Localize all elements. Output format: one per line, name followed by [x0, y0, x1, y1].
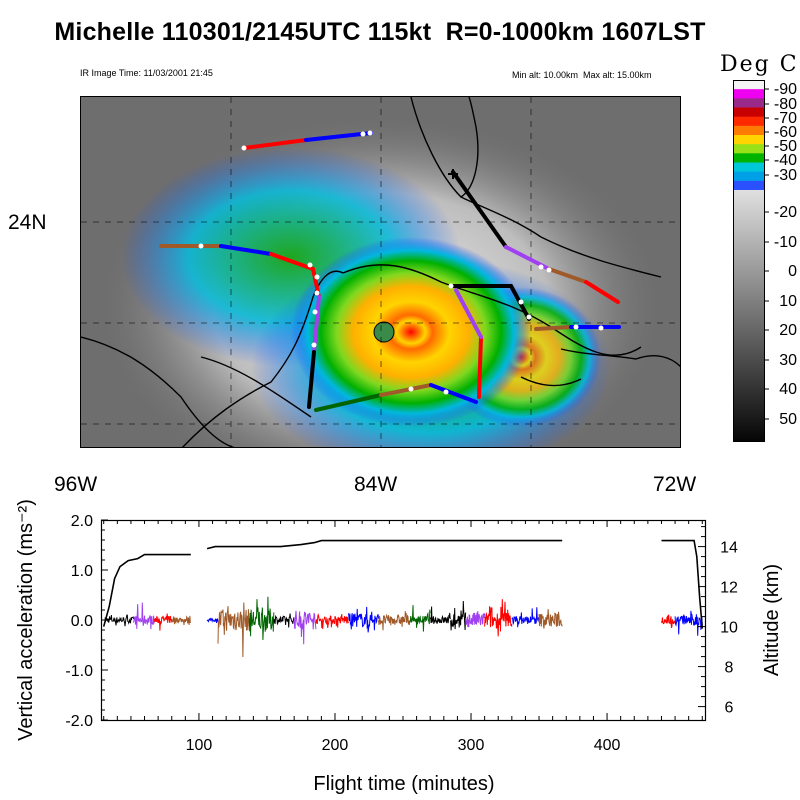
- colorbar-title: Deg C: [720, 52, 799, 77]
- x-axis-label: Flight time (minutes): [313, 773, 494, 795]
- acceleration-trace: [153, 613, 173, 631]
- y2-tick-label: 14: [720, 540, 738, 557]
- colorbar-label: -50: [774, 138, 797, 155]
- colorbar-swatch: [733, 135, 765, 145]
- chart-title: Michelle 110301/2145UTC 115kt R=0-1000km…: [54, 18, 706, 46]
- colorbar-label: -90: [774, 81, 797, 98]
- acceleration-trace: [661, 614, 676, 628]
- colorbar-swatch: [733, 80, 765, 90]
- track-start-marker: [448, 169, 458, 179]
- acceleration-trace: [104, 614, 135, 627]
- colorbar-label: 20: [779, 322, 797, 339]
- acceleration-trace: [133, 602, 155, 630]
- colorbar-label: 0: [788, 263, 797, 280]
- colorbar-label: -20: [774, 204, 797, 221]
- acceleration-trace: [378, 611, 411, 631]
- acceleration-trace: [690, 613, 703, 636]
- y-tick-label: -2.0: [65, 713, 93, 730]
- acceleration-trace: [348, 606, 379, 633]
- y2-tick-label: 10: [720, 620, 738, 637]
- altitude-line: [206, 539, 563, 550]
- colorbar-swatch: [733, 98, 765, 108]
- colorbar-label: -10: [774, 234, 797, 251]
- acceleration-trace: [273, 613, 295, 628]
- acceleration-trace: [293, 610, 317, 645]
- altitude-range: Min alt: 10.00km Max alt: 15.00km: [512, 70, 652, 80]
- colorbar-swatch: [733, 171, 765, 182]
- coastlines: [81, 97, 680, 447]
- grid-lines: [81, 97, 680, 447]
- colorbar-swatch: [733, 125, 765, 136]
- acceleration-trace: [217, 602, 250, 658]
- colorbar-swatch: [733, 180, 765, 191]
- x-tick-label: 400: [594, 737, 621, 754]
- temperature-colorbar: -90-80-70-60-50-40-30 -20 -10 0 10 20 30 40 50: [733, 80, 797, 442]
- acceleration-trace: [674, 610, 692, 635]
- lon-label-84w: 84W: [354, 473, 398, 496]
- y-tick-label: 1.0: [71, 563, 93, 580]
- y2-tick-label: 12: [720, 580, 738, 597]
- acceleration-trace: [248, 596, 275, 641]
- acceleration-trace: [511, 607, 540, 628]
- acceleration-altitude-chart: 100 200 300 400 2.0 1.0 0.0 -1.0 -2.0 6 8 10 12 14 Fl…: [15, 500, 783, 795]
- colorbar-swatch: [733, 107, 765, 118]
- colorbar-swatch: [733, 153, 765, 163]
- flight-track: [159, 131, 621, 412]
- y-axis-label: Vertical acceleration (ms⁻²): [15, 500, 37, 741]
- acceleration-trace: [465, 611, 486, 628]
- lon-label-96w: 96W: [54, 473, 98, 496]
- colorbar-label: 10: [779, 293, 797, 310]
- altitude-line: [661, 539, 704, 629]
- colorbar-swatch: [733, 116, 765, 127]
- flight-track-markers: [198, 130, 604, 395]
- acceleration-trace: [171, 615, 191, 625]
- ir-satellite-image: [81, 97, 680, 447]
- acceleration-trace: [409, 605, 431, 632]
- colorbar-label: -60: [774, 124, 797, 141]
- colorbar-label: -30: [774, 167, 797, 184]
- altitude-line: [102, 553, 191, 627]
- colorbar-label: -80: [774, 96, 797, 113]
- acceleration-trace: [315, 613, 349, 629]
- satellite-map: [80, 96, 681, 448]
- acceleration-trace: [206, 617, 219, 624]
- colorbar-label: 50: [779, 411, 797, 428]
- colorbar-label: 30: [779, 352, 797, 369]
- colorbar-label: -40: [774, 152, 797, 169]
- y2-tick-label: 6: [725, 700, 734, 717]
- acceleration-trace: [538, 609, 563, 629]
- y-tick-label: 2.0: [71, 513, 93, 530]
- colorbar-swatch: [733, 162, 765, 173]
- y2-tick-label: 8: [725, 660, 734, 677]
- acceleration-trace: [484, 599, 513, 637]
- colorbar-label: 40: [779, 381, 797, 398]
- colorbar-label: -70: [774, 110, 797, 127]
- ir-image-time: IR Image Time: 11/03/2001 21:45: [80, 68, 213, 78]
- colorbar-swatch: [733, 144, 765, 154]
- y2-axis-label: Altitude (km): [761, 564, 783, 676]
- acceleration-trace: [429, 606, 451, 624]
- x-tick-label: 100: [186, 737, 213, 754]
- y-tick-label: 0.0: [71, 613, 93, 630]
- x-tick-label: 300: [458, 737, 485, 754]
- y-tick-label: -1.0: [65, 663, 93, 680]
- x-tick-label: 200: [322, 737, 349, 754]
- lat-label-24n: 24N: [8, 211, 47, 234]
- lon-label-72w: 72W: [653, 473, 697, 496]
- colorbar-swatch: [733, 89, 765, 99]
- acceleration-trace: [450, 600, 467, 631]
